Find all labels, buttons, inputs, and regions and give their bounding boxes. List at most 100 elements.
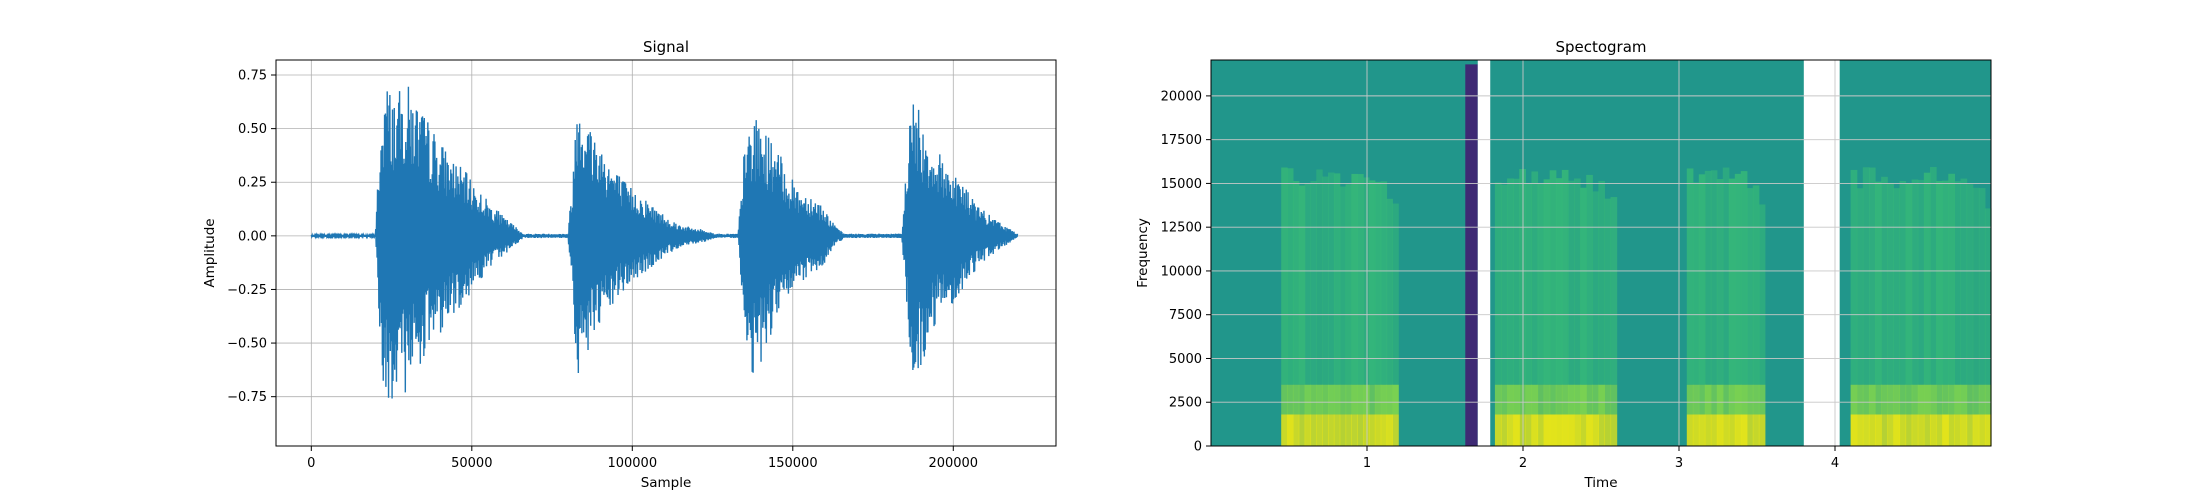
spectrogram-cell-mid — [1923, 384, 1931, 415]
spectrogram-cell-high — [1543, 179, 1551, 385]
spectrogram-cell-mid — [1917, 384, 1925, 415]
spectrogram-gap — [1477, 60, 1491, 446]
spectrogram-cell-high — [1722, 167, 1730, 385]
signal-x-tick-label: 150000 — [768, 456, 818, 471]
spectrogram-cell-high — [1328, 172, 1335, 385]
spectrogram-y-tick-label: 5000 — [1169, 352, 1202, 367]
spectrogram-y-tick-label: 10000 — [1161, 264, 1202, 279]
spectrogram-y-tick-label: 12500 — [1161, 221, 1202, 236]
spectrogram-cell-low — [1316, 414, 1323, 446]
signal-y-tick-label: 0.75 — [238, 69, 267, 84]
spectrogram-x-tick-label: 3 — [1675, 456, 1683, 471]
spectrogram-cell-mid — [1304, 384, 1312, 415]
spectrogram-cell-mid — [1598, 384, 1606, 415]
spectrogram-cell-high — [1567, 180, 1575, 385]
spectrogram-cell-high — [1972, 187, 1980, 385]
spectrogram-cell-high — [1322, 176, 1329, 385]
signal-x-tick-label: 0 — [307, 456, 315, 471]
spectrogram-cell-mid — [1740, 384, 1748, 415]
spectrogram-cell-mid — [1281, 384, 1288, 415]
spectrogram-cell-mid — [1752, 384, 1760, 415]
spectrogram-cell-low — [1328, 414, 1335, 446]
signal-title: Signal — [643, 38, 689, 56]
signal-y-tick-label: 0.00 — [238, 229, 267, 244]
spectrogram-cell-mid — [1287, 384, 1294, 415]
spectrogram-cell-low — [1513, 414, 1520, 446]
spectrogram-cell-low — [1704, 414, 1712, 446]
spectrogram-cell-mid — [1386, 384, 1393, 415]
spectrogram-cell-mid — [1494, 384, 1502, 415]
spectrogram-cell-mid — [1328, 384, 1335, 415]
spectrogram-cell-high — [1586, 174, 1593, 385]
spectrogram-cell-high — [1917, 179, 1925, 385]
spectrogram-cell-low — [1728, 414, 1736, 446]
spectrogram-cell-high — [1929, 167, 1937, 385]
spectrogram-cell-mid — [1586, 384, 1593, 415]
spectrogram-cell-low — [1881, 414, 1888, 446]
spectrogram-cell-high — [1740, 171, 1748, 385]
spectrogram-cell-high — [1501, 184, 1508, 385]
spectrogram-x-ticks: 1 2 3 4 — [1363, 446, 1839, 471]
spectrogram-y-tick-label: 7500 — [1169, 308, 1202, 323]
spectrogram-cell-high — [1304, 183, 1312, 385]
spectrogram-cell-low — [1298, 414, 1306, 446]
spectrogram-cell-high — [1942, 180, 1949, 385]
spectrogram-cell-low — [1722, 414, 1730, 446]
signal-x-ticks: 0 50000 100000 150000 200000 — [307, 446, 978, 471]
spectrogram-cell-mid — [1978, 384, 1986, 415]
spectrogram-y-tick-label: 2500 — [1169, 396, 1202, 411]
spectrogram-cell-high — [1911, 179, 1919, 385]
spectrogram-cell-high — [1507, 178, 1514, 385]
signal-y-tick-label: −0.50 — [227, 337, 267, 352]
spectrogram-cell-high — [1363, 177, 1370, 385]
spectrogram-cell-low — [1574, 414, 1581, 446]
spectrogram-cell-low — [1850, 414, 1858, 446]
spectrogram-cell-mid — [1351, 384, 1358, 415]
spectrogram-cell-mid — [1893, 384, 1901, 415]
spectrogram-cell-high — [1374, 181, 1382, 385]
spectrogram-cell-mid — [1728, 384, 1736, 415]
spectrogram-cell-mid — [1604, 384, 1612, 415]
spectrogram-cell-high — [1281, 167, 1288, 385]
spectrogram-cell-mid — [1380, 384, 1388, 415]
spectrogram-cell-low — [1893, 414, 1901, 446]
spectrogram-cell-high — [1728, 178, 1736, 385]
spectrogram-cell-mid — [1868, 384, 1876, 415]
spectrogram-cell-low — [1531, 414, 1539, 446]
spectrogram-cell-mid — [1592, 384, 1599, 415]
spectrogram-cell-low — [1887, 414, 1894, 446]
spectrogram-cell-mid — [1531, 384, 1539, 415]
spectrogram-cell-low — [1363, 414, 1370, 446]
spectrogram-cell-low — [1339, 414, 1347, 446]
spectrogram-cell-low — [1875, 414, 1882, 446]
signal-waveform — [310, 86, 1019, 399]
spectrogram-cell-low — [1598, 414, 1606, 446]
spectrogram-cell-mid — [1972, 384, 1980, 415]
spectrogram-cell-high — [1704, 170, 1712, 385]
spectrogram-cell-high — [1580, 187, 1587, 385]
spectrogram-y-ticks: 0 2500 5000 7500 10000 12500 15000 17500 20000 — [1161, 89, 1211, 455]
spectrogram-cell-high — [1537, 183, 1545, 385]
spectrogram-cell-low — [1758, 414, 1766, 446]
signal-y-tick-label: −0.25 — [227, 283, 267, 298]
spectrogram-cell-high — [1610, 197, 1618, 385]
spectrogram-cell-low — [1549, 414, 1557, 446]
spectrogram-cells — [1281, 60, 1992, 447]
spectrogram-cell-mid — [1513, 384, 1520, 415]
spectrogram-cell-mid — [1911, 384, 1919, 415]
spectrogram-cell-mid — [1716, 384, 1724, 415]
spectrogram-cell-mid — [1856, 384, 1864, 415]
spectrogram-cell-mid — [1746, 384, 1754, 415]
spectrogram-cell-low — [1333, 414, 1341, 446]
spectrogram-cell-low — [1567, 414, 1575, 446]
spectrogram-cell-mid — [1363, 384, 1370, 415]
spectrogram-cell-mid — [1555, 384, 1563, 415]
signal-chart: 0 50000 100000 150000 200000 −0.75 −0.50 −0.25… — [202, 38, 1057, 491]
spectrogram-cell-high — [1875, 181, 1882, 385]
spectrogram-cell-mid — [1549, 384, 1557, 415]
signal-x-tick-label: 50000 — [451, 456, 492, 471]
spectrogram-cell-low — [1954, 414, 1962, 446]
signal-y-label: Amplitude — [202, 218, 218, 287]
spectrogram-cell-high — [1960, 178, 1968, 385]
